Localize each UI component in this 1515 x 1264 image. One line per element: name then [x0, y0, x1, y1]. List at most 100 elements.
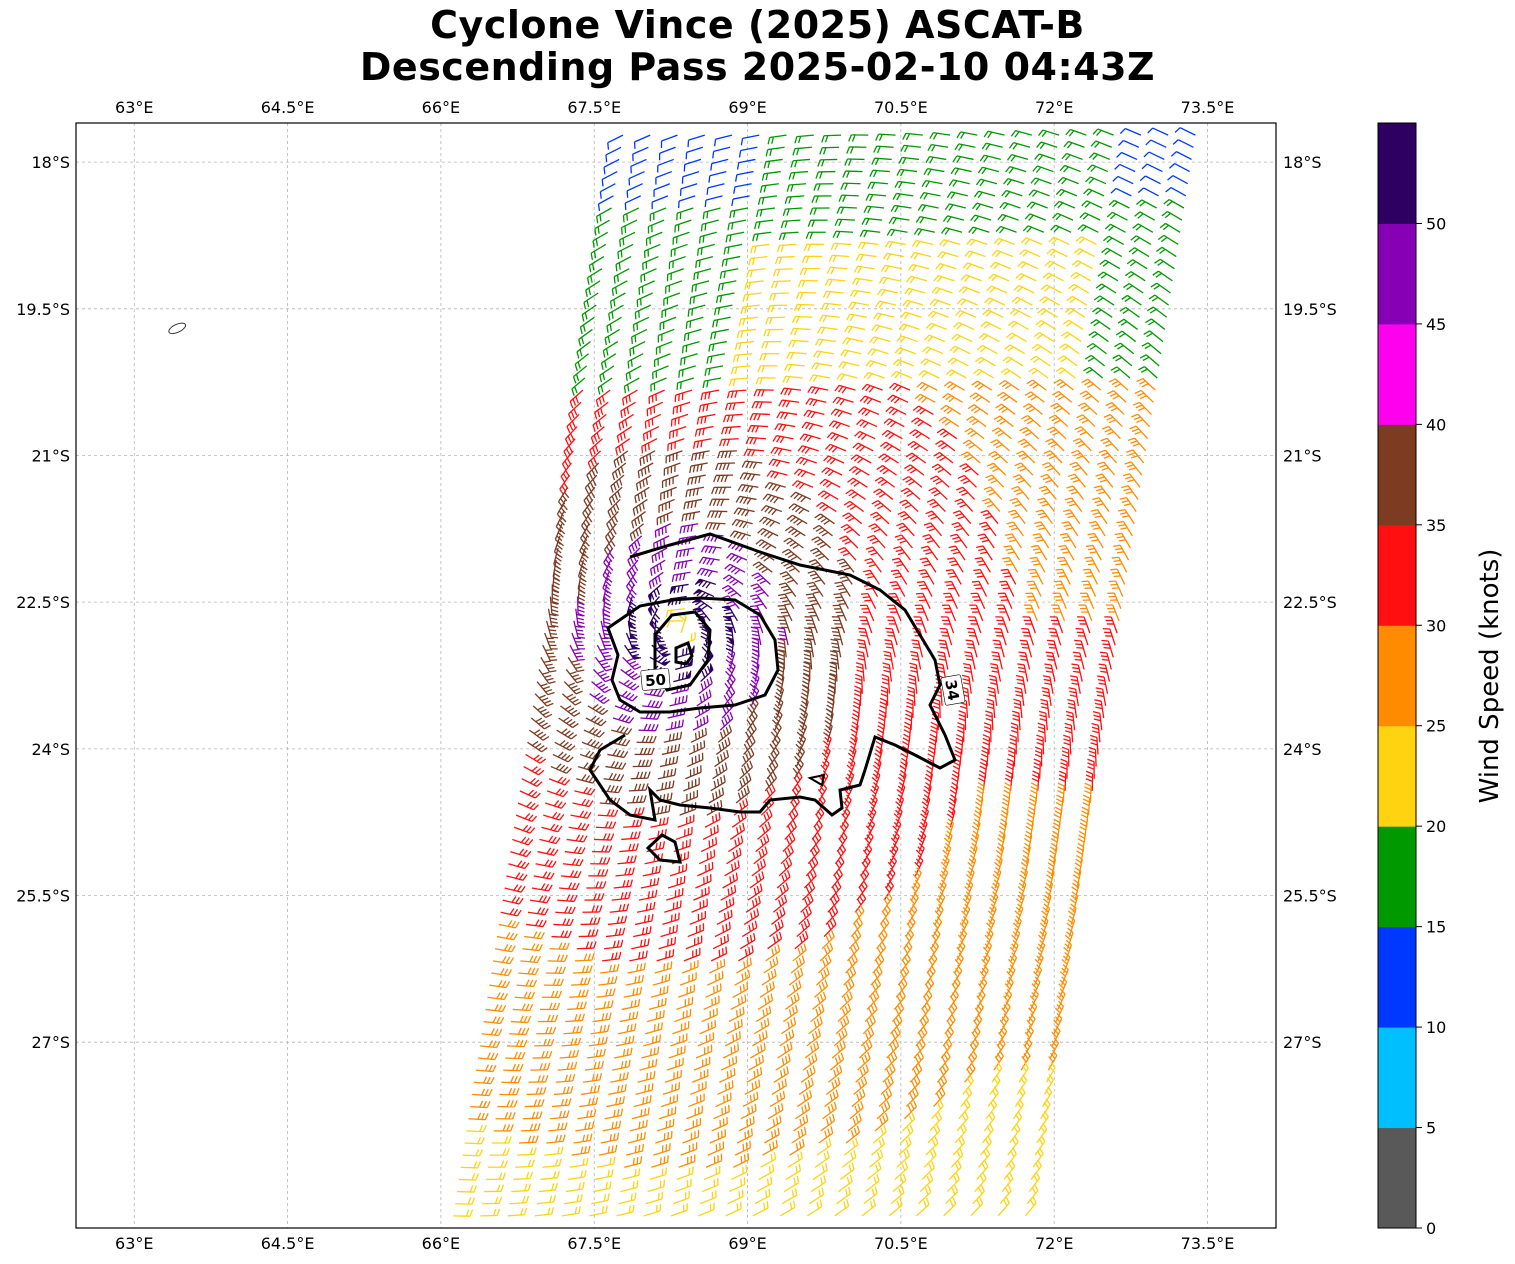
wind-barb: [1112, 354, 1133, 367]
wind-barb: [923, 334, 946, 343]
wind-barb: [837, 546, 857, 561]
wind-barb: [1006, 521, 1024, 537]
wind-barb: [726, 389, 747, 399]
wind-barb: [563, 1025, 584, 1035]
wind-barb: [515, 813, 538, 822]
wind-barb: [653, 353, 671, 368]
wind-barb: [1044, 260, 1066, 270]
wind-barb: [601, 170, 618, 187]
wind-barb: [746, 710, 758, 731]
wind-barb: [552, 572, 561, 593]
wind-barb: [728, 377, 749, 387]
wind-barb: [710, 328, 729, 340]
wind-barb: [696, 689, 712, 707]
wind-barb: [1138, 366, 1158, 379]
wind-barb: [541, 990, 563, 999]
wind-barb: [865, 360, 887, 368]
wind-barb: [1094, 699, 1105, 719]
wind-barb: [659, 316, 677, 331]
wind-barb: [734, 170, 754, 182]
wind-barb: [792, 146, 812, 156]
wind-barb: [885, 867, 896, 889]
wind-barb: [1074, 854, 1083, 876]
wind-barb: [705, 522, 726, 531]
wind-barb: [567, 401, 582, 421]
wind-barb: [1011, 927, 1021, 949]
wind-barb: [777, 604, 793, 622]
wind-barb: [832, 604, 848, 622]
wind-barb: [727, 1189, 744, 1205]
wind-barb: [752, 1030, 768, 1047]
wind-barb: [701, 1007, 718, 1023]
wind-barb: [1019, 639, 1033, 658]
wind-barb: [933, 451, 954, 464]
wind-barb: [658, 1106, 677, 1120]
wind-barb: [763, 328, 784, 337]
wind-barb: [1048, 236, 1070, 246]
wind-barb: [625, 974, 645, 986]
wind-barb: [887, 604, 902, 622]
wind-barb: [581, 304, 597, 322]
wind-barb: [795, 1102, 811, 1120]
wind-barb: [732, 353, 753, 363]
wind-barb: [489, 980, 511, 989]
wind-barb: [940, 616, 955, 634]
wind-barb: [1025, 818, 1034, 840]
wind-barb: [795, 291, 817, 300]
wind-barb: [873, 145, 894, 154]
wind-barb: [921, 180, 943, 188]
wind-barb: [696, 567, 718, 578]
wind-barb: [973, 568, 990, 585]
wind-barb: [564, 846, 586, 855]
wind-barb: [800, 1065, 816, 1083]
wind-barb: [783, 1175, 800, 1193]
wind-barb: [965, 639, 978, 658]
wind-barb: [629, 950, 648, 962]
wind-barb: [687, 923, 705, 938]
wind-barb: [623, 986, 643, 998]
wind-barb: [874, 476, 896, 488]
wind-barb: [765, 146, 785, 157]
wind-barb: [820, 302, 842, 311]
wind-barb: [896, 522, 915, 537]
wind-barb: [1005, 533, 1022, 549]
wind-barb: [581, 1085, 601, 1096]
wind-barb: [624, 644, 642, 660]
wind-barb: [975, 356, 996, 367]
wind-barb: [714, 749, 730, 768]
wind-barb: [1000, 368, 1022, 379]
wind-barb: [666, 268, 684, 282]
wind-barb: [919, 191, 941, 200]
wind-barb: [755, 539, 777, 551]
wind-barb: [773, 1066, 789, 1083]
wind-barb: [940, 404, 962, 415]
wind-barb: [1028, 568, 1044, 585]
wind-barb: [1030, 177, 1052, 185]
wind-barb: [808, 1016, 823, 1035]
wind-barb: [863, 569, 880, 585]
wind-barb: [453, 1209, 474, 1217]
wind-barb: [1037, 722, 1047, 743]
wind-barb: [466, 1124, 487, 1133]
wind-barb: [1081, 378, 1102, 391]
wind-barb: [1011, 485, 1030, 500]
wind-barb: [807, 219, 828, 227]
wind-barb: [1012, 474, 1032, 488]
wind-barb: [743, 908, 760, 925]
wind-barb: [763, 158, 783, 169]
wind-barb: [815, 170, 836, 179]
wind-barb: [736, 328, 757, 339]
wind-barb: [750, 583, 769, 598]
wind-barb: [1042, 272, 1064, 282]
wind-barb: [871, 1137, 886, 1156]
wind-barb: [943, 1197, 957, 1217]
wind-barb: [544, 632, 558, 650]
wind-barb: [859, 395, 882, 405]
colorbar-frame: [1377, 122, 1417, 1229]
wind-barb: [715, 1092, 732, 1108]
map-frame: [75, 122, 1277, 1229]
wind-barb: [847, 941, 860, 962]
wind-barb: [913, 1038, 926, 1059]
wind-barb: [1026, 1184, 1039, 1205]
wind-barb: [760, 1152, 777, 1168]
